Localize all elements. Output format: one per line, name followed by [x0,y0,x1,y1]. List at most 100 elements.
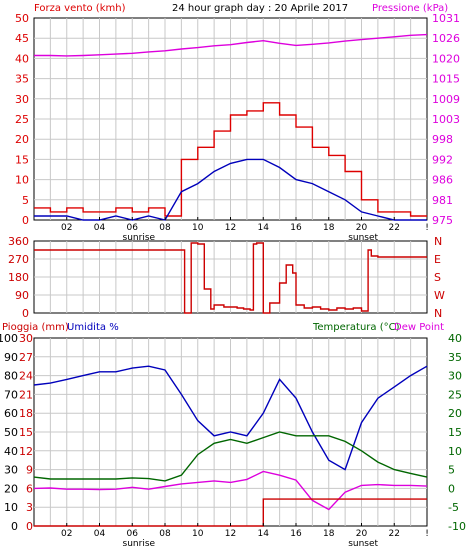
y-tick-label: 270 [8,253,29,266]
y-tick-label: 18 [19,407,33,420]
y-tick-label: E [434,253,441,266]
y-tick-label: 20 [4,482,18,495]
y-tick-label: 1003 [432,113,460,126]
x-tick-label: 12 [225,223,236,233]
humidity-x-axis: 02 04 06 08 10 12 14 16 18 20 22 ! sunrise sunset [61,523,429,549]
sunset-label: sunset [348,539,378,549]
y-tick-label: 21 [19,388,33,401]
y-tick-label: 1031 [432,12,460,25]
dewpoint-line [33,470,428,511]
x-tick-label: ! [425,529,429,539]
y-tick-label: S [434,271,441,284]
sunset-label: sunset [348,233,378,243]
y-tick-label: 15 [15,153,29,166]
y-tick-label: 50 [4,426,18,439]
y-tick-label: 0 [26,520,33,533]
y-tick-label: 6 [26,482,33,495]
y-tick-label: 40 [15,52,29,65]
dewpoint-label: Dew Point [394,322,444,333]
y-tick-label: 90 [15,289,29,302]
y-tick-label: 25 [15,113,29,126]
wind-panel-grid [34,18,427,220]
y-tick-label: 20 [15,133,29,146]
y-tick-label: 27 [19,351,33,364]
y-tick-label: 12 [19,445,33,458]
x-tick-label: 08 [159,529,171,539]
pressure-axis-ticks: 975 981 986 992 998 1003 1009 1015 1020 1026 1031 [432,12,460,227]
y-tick-label: 50 [15,12,29,25]
sunrise-label: sunrise [123,539,156,549]
x-tick-label: 06 [127,223,139,233]
y-tick-label: 5 [448,464,455,477]
x-tick-label: 14 [258,529,270,539]
temperature-line [33,431,428,482]
y-tick-label: 975 [432,214,453,227]
y-tick-label: 80 [4,370,18,383]
humidity-temp-series [33,365,428,527]
y-tick-label: 180 [8,271,29,284]
y-tick-label: 10 [448,445,462,458]
rain-label: Pioggia (mm) [2,322,69,333]
y-tick-label: 40 [4,445,18,458]
pressure-label: Pressione (kPa) [372,3,448,14]
y-tick-label: N [434,235,442,248]
direction-panel-grid [34,241,427,313]
y-tick-label: 3 [26,501,33,514]
x-tick-label: 04 [94,529,106,539]
y-tick-label: 0 [11,520,18,533]
wind-gust-line [34,102,427,217]
x-tick-label: 20 [356,529,368,539]
pressure-line [34,33,428,57]
x-tick-label: 04 [94,223,106,233]
y-tick-label: -10 [448,520,466,533]
y-tick-label: W [434,289,445,302]
x-tick-label: 08 [159,223,171,233]
x-tick-label: 16 [290,529,302,539]
y-tick-label: 30 [15,93,29,106]
x-tick-label: 14 [258,223,270,233]
y-tick-label: 15 [19,426,33,439]
y-tick-label: 1020 [432,52,460,65]
direction-series [34,242,427,314]
y-tick-label: 100 [0,332,18,345]
humidity-line [33,365,428,471]
y-tick-label: 986 [432,174,453,187]
wind-axis-ticks: 0 5 10 15 20 25 30 35 40 45 50 [15,12,29,227]
x-tick-label: 02 [61,529,72,539]
x-tick-label: ! [425,223,429,233]
y-tick-label: 15 [448,426,462,439]
y-tick-label: 0 [448,482,455,495]
y-tick-label: 25 [448,388,462,401]
x-tick-label: 06 [127,529,139,539]
y-tick-label: 0 [22,307,29,320]
wind-x-axis: 02 04 06 08 10 12 14 16 18 20 22 ! sunrise sunset [61,217,429,243]
y-tick-label: 10 [4,501,18,514]
y-tick-label: 70 [4,388,18,401]
x-tick-label: 10 [192,529,204,539]
y-tick-label: 998 [432,133,453,146]
y-tick-label: 1009 [432,93,460,106]
y-tick-label: N [434,307,442,320]
x-tick-label: 20 [356,223,368,233]
y-tick-label: 24 [19,370,33,383]
y-tick-label: 992 [432,153,453,166]
x-tick-label: 18 [323,223,335,233]
y-tick-label: 35 [15,73,29,86]
wind-label: Forza vento (kmh) [34,3,126,14]
y-tick-label: 0 [22,214,29,227]
y-tick-label: 45 [15,32,29,45]
y-tick-label: 10 [15,174,29,187]
x-tick-label: 12 [225,529,236,539]
y-tick-label: 981 [432,194,453,207]
y-tick-label: 60 [4,407,18,420]
temperature-label: Temperatura (°C) [312,322,400,333]
chart-title: 24 hour graph day : 20 Aprile 2017 [172,3,348,14]
y-tick-label: 20 [448,407,462,420]
y-tick-label: 35 [448,351,462,364]
y-tick-label: 1015 [432,73,460,86]
direction-line [34,242,427,314]
y-tick-label: 30 [448,370,462,383]
